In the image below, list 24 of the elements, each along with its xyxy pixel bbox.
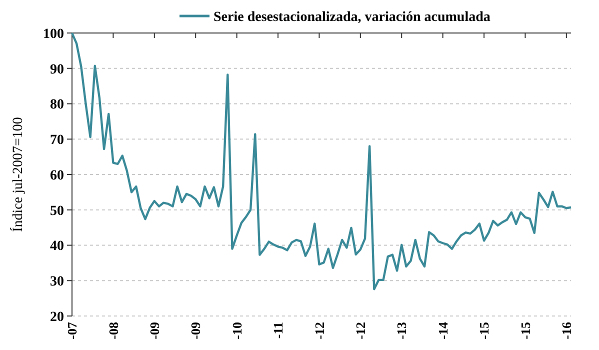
x-tick-label: -09 (146, 322, 162, 340)
y-tick-label: 80 (50, 98, 64, 113)
y-tick-label: 100 (43, 26, 64, 42)
y-axis-title: Índice jul-2007=100 (9, 117, 26, 232)
y-tick-label: 40 (50, 239, 64, 254)
legend-label: Serie desestacionalizada, variación acumulada (214, 10, 490, 25)
y-tick-label: 30 (50, 274, 64, 290)
x-tick-label: -16 (558, 322, 574, 340)
x-tick-label: -12 (352, 322, 368, 340)
y-tick-label: 20 (50, 310, 64, 325)
x-tick-label: -09 (188, 322, 204, 340)
x-tick-label: -10 (229, 322, 244, 340)
x-tick-label: -14 (435, 322, 450, 340)
y-tick-label: 60 (50, 168, 64, 184)
x-tick-label: -15 (476, 322, 492, 340)
x-tick-label: -15 (518, 322, 533, 340)
y-tick-label: 90 (50, 62, 64, 78)
y-tick-label: 70 (50, 133, 64, 148)
x-tick-label: -07 (64, 322, 80, 340)
x-tick-label: -13 (394, 322, 410, 340)
x-tick-label: -08 (106, 322, 121, 340)
x-tick-label: -11 (270, 322, 286, 339)
x-tick-label: -12 (312, 322, 327, 340)
y-tick-label: 50 (50, 204, 64, 219)
